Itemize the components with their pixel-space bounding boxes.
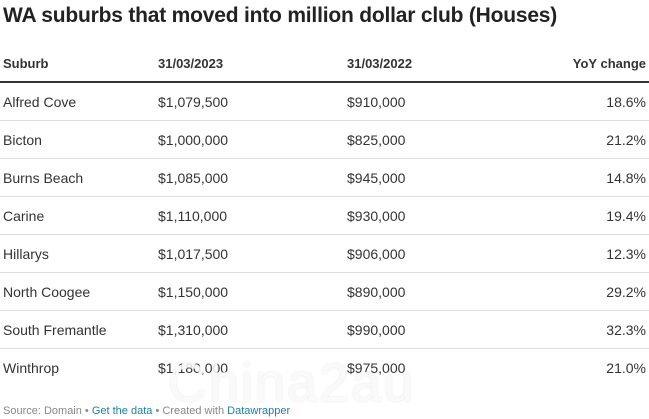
cell-price-2022: $930,000 bbox=[347, 196, 547, 235]
table-row: Carine $1,110,000 $930,000 19.4% bbox=[0, 196, 649, 235]
cell-suburb: Winthrop bbox=[3, 359, 60, 376]
table-row: Burns Beach $1,085,000 $945,000 14.8% bbox=[0, 158, 649, 197]
column-header-suburb[interactable]: Suburb bbox=[0, 46, 158, 83]
column-header-2023[interactable]: 31/03/2023 bbox=[158, 46, 347, 83]
table-row: Bicton $1,000,000 $825,000 21.2% bbox=[0, 120, 649, 159]
cell-price-2023: $1,310,000 bbox=[158, 310, 347, 349]
cell-suburb: Carine bbox=[0, 196, 158, 235]
cell-yoy-change: 21.2% bbox=[547, 120, 649, 159]
cell-price-2023: $1,079,500 bbox=[158, 82, 347, 121]
table-row: South Fremantle $1,310,000 $990,000 32.3… bbox=[0, 310, 649, 349]
cell-suburb: Bicton bbox=[0, 120, 158, 159]
cell-suburb: North Coogee bbox=[0, 272, 158, 311]
cell-price-2022: $825,000 bbox=[347, 120, 547, 159]
cell-price-2023: $1,110,000 bbox=[158, 196, 347, 235]
cell-yoy-change: 21.0% bbox=[606, 359, 646, 376]
cell-yoy-change: 14.8% bbox=[547, 158, 649, 197]
cell-suburb: Alfred Cove bbox=[0, 82, 158, 121]
footer-separator: • bbox=[152, 405, 163, 417]
created-with-text: Created with bbox=[162, 405, 228, 417]
cell-yoy-change: 18.6% bbox=[547, 82, 649, 121]
cell-yoy-change: 32.3% bbox=[547, 310, 649, 349]
cell-price-2022: $945,000 bbox=[347, 158, 547, 197]
cell-price-2022: $975,000 bbox=[347, 359, 406, 376]
cell-yoy-change: 29.2% bbox=[547, 272, 649, 311]
cell-price-2023: $1,150,000 bbox=[158, 272, 347, 311]
chart-footer: Source: Domain • Get the data • Created … bbox=[3, 405, 290, 417]
cell-price-2023: $1,180,000 bbox=[158, 359, 229, 376]
table-row: Hillarys $1,017,500 $906,000 12.3% bbox=[0, 234, 649, 273]
footer-separator: • bbox=[81, 405, 92, 417]
cell-yoy-change: 12.3% bbox=[547, 234, 649, 273]
cell-price-2023: $1,085,000 bbox=[158, 158, 347, 197]
table-header-row: Suburb 31/03/2023 31/03/2022 YoY change bbox=[0, 46, 649, 83]
cell-price-2022: $906,000 bbox=[347, 234, 547, 273]
get-data-link[interactable]: Get the data bbox=[91, 405, 153, 417]
column-header-2022[interactable]: 31/03/2022 bbox=[347, 46, 547, 83]
cell-price-2022: $890,000 bbox=[347, 272, 547, 311]
cell-suburb: Hillarys bbox=[0, 234, 158, 273]
cell-price-2023: $1,000,000 bbox=[158, 120, 347, 159]
source-note: Source: Domain bbox=[3, 405, 82, 417]
column-header-yoy-change[interactable]: YoY change bbox=[547, 46, 649, 83]
datawrapper-link[interactable]: Datawrapper bbox=[227, 405, 291, 417]
table-row: Alfred Cove $1,079,500 $910,000 18.6% bbox=[0, 82, 649, 121]
cell-suburb: South Fremantle bbox=[0, 310, 158, 349]
table-row: Winthrop $1,180,000 $975,000 21.0% bbox=[0, 349, 649, 387]
cell-price-2023: $1,017,500 bbox=[158, 234, 347, 273]
table-row: North Coogee $1,150,000 $890,000 29.2% bbox=[0, 272, 649, 311]
data-table: Suburb 31/03/2023 31/03/2022 YoY change … bbox=[0, 46, 649, 386]
cell-price-2022: $910,000 bbox=[347, 82, 547, 121]
cell-price-2022: $990,000 bbox=[347, 310, 547, 349]
cell-yoy-change: 19.4% bbox=[547, 196, 649, 235]
cell-suburb: Burns Beach bbox=[0, 158, 158, 197]
chart-title: WA suburbs that moved into million dolla… bbox=[3, 4, 558, 27]
